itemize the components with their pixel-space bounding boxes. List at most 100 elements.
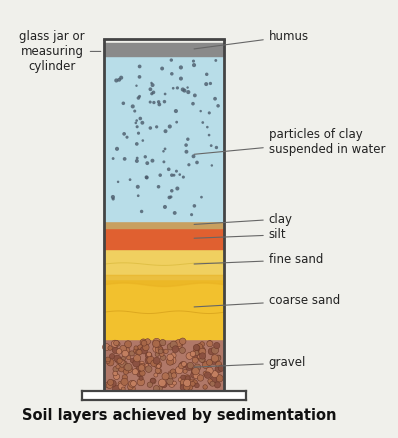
Point	[121, 155, 128, 162]
Point	[157, 172, 164, 179]
Point	[139, 208, 145, 215]
Point	[133, 120, 139, 127]
Point	[180, 379, 187, 386]
Text: clay: clay	[194, 212, 293, 226]
Point	[185, 136, 191, 143]
Point	[181, 87, 188, 94]
Point	[157, 346, 164, 353]
Point	[110, 194, 116, 201]
Point	[189, 379, 195, 386]
Point	[112, 370, 118, 377]
Point	[199, 348, 205, 355]
Point	[173, 168, 179, 175]
Point	[158, 348, 164, 355]
Point	[218, 364, 224, 371]
Point	[135, 192, 141, 199]
Point	[124, 134, 130, 141]
Point	[129, 385, 135, 392]
Point	[160, 339, 166, 346]
Point	[183, 384, 190, 391]
Point	[135, 183, 141, 190]
Text: fine sand: fine sand	[194, 253, 323, 266]
Point	[213, 144, 220, 151]
Point	[180, 381, 187, 388]
Point	[138, 374, 144, 381]
Point	[160, 354, 166, 361]
Point	[179, 86, 186, 93]
Point	[167, 123, 173, 130]
Point	[179, 338, 186, 345]
Bar	[103, 339, 224, 391]
Point	[207, 378, 213, 385]
Point	[209, 162, 215, 169]
Point	[146, 352, 152, 359]
Point	[191, 371, 197, 378]
Point	[137, 345, 144, 352]
Point	[132, 108, 138, 115]
Point	[147, 357, 154, 364]
Point	[133, 344, 139, 351]
Point	[166, 194, 173, 201]
Point	[159, 379, 166, 386]
Point	[208, 142, 215, 149]
Point	[208, 379, 214, 386]
Point	[113, 77, 119, 84]
Point	[176, 342, 182, 349]
Point	[167, 354, 174, 361]
Point	[193, 350, 200, 357]
Point	[169, 172, 175, 179]
Point	[129, 357, 136, 364]
Point	[135, 130, 142, 137]
Text: Soil layers achieved by sedimentation: Soil layers achieved by sedimentation	[22, 408, 337, 423]
Point	[162, 203, 168, 210]
Point	[154, 339, 160, 346]
Point	[129, 350, 135, 357]
Point	[105, 381, 111, 389]
Point	[123, 368, 129, 375]
Point	[121, 378, 128, 385]
Point	[189, 380, 196, 387]
Point	[117, 363, 124, 370]
Point	[185, 374, 191, 381]
Point	[157, 340, 164, 347]
Point	[120, 345, 126, 352]
Text: humus: humus	[194, 30, 309, 49]
Point	[194, 364, 201, 371]
Point	[192, 357, 199, 364]
Point	[202, 370, 209, 377]
Point	[144, 362, 150, 369]
Point	[161, 98, 168, 105]
Point	[170, 352, 176, 359]
Point	[117, 357, 123, 364]
Point	[205, 371, 211, 378]
Point	[133, 347, 140, 354]
Point	[167, 378, 173, 385]
Point	[216, 375, 222, 382]
Point	[199, 347, 206, 354]
Point	[114, 355, 121, 362]
Point	[132, 368, 139, 375]
Point	[212, 355, 218, 362]
Point	[120, 385, 127, 392]
Point	[190, 350, 196, 357]
Point	[140, 137, 146, 144]
Point	[146, 366, 152, 373]
Point	[117, 380, 123, 387]
Point	[214, 342, 220, 349]
Point	[113, 385, 119, 392]
Point	[198, 194, 205, 201]
Point	[120, 355, 127, 362]
Point	[139, 363, 145, 370]
Point	[107, 382, 113, 389]
Point	[180, 384, 186, 391]
Point	[190, 58, 197, 65]
Point	[168, 371, 175, 378]
Point	[168, 194, 174, 201]
Point	[113, 373, 120, 380]
Point	[154, 341, 161, 348]
Point	[215, 366, 222, 373]
Point	[194, 159, 200, 166]
Point	[134, 123, 140, 130]
Point	[169, 187, 175, 194]
Point	[212, 347, 218, 354]
